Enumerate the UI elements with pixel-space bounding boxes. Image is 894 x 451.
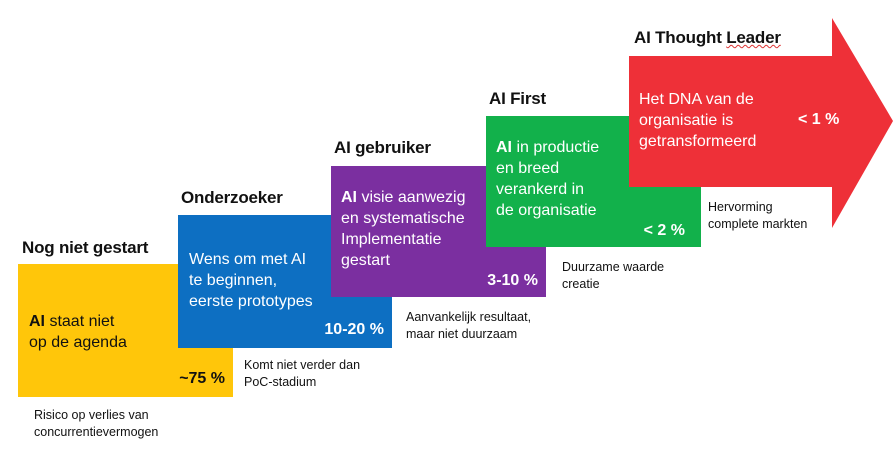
stage-2-text-line1: Wens om met AI bbox=[189, 251, 307, 268]
stage-3-note: Aanvankelijk resultaat, maar niet duurza… bbox=[406, 309, 586, 343]
stage-3-description: AI visie aanwezig en systematische Imple… bbox=[341, 187, 546, 271]
stage-5-arrow-shape bbox=[629, 18, 893, 228]
stage-5-title-part1: AI Thought bbox=[634, 28, 727, 47]
stage-2-note-line2: PoC-stadium bbox=[244, 375, 317, 389]
stage-4-note: Duurzame waarde creatie bbox=[562, 259, 702, 293]
stage-4-text-line3: verankerd in bbox=[496, 181, 585, 198]
stage-5-text-line3: getransformeerd bbox=[639, 133, 757, 150]
stage-5-note-line1: Hervorming bbox=[708, 200, 773, 214]
stage-4-title: AI First bbox=[489, 89, 546, 108]
stage-4-percentage: < 2 % bbox=[643, 222, 685, 239]
stage-5-text-line1: Het DNA van de bbox=[639, 91, 754, 108]
stage-2-title: Onderzoeker bbox=[181, 188, 283, 207]
stage-3-ai-lead: AI bbox=[341, 189, 357, 206]
stage-2-percentage: 10-20 % bbox=[324, 321, 384, 338]
stage-4-text-line1: in productie bbox=[512, 139, 600, 156]
stage-3-percentage: 3-10 % bbox=[487, 272, 538, 289]
stage-4-description: AI in productie en breed verankerd in de… bbox=[496, 137, 701, 221]
stage-1-note: Risico op verlies van concurrentievermog… bbox=[34, 407, 234, 441]
stage-1-percentage: ~75 % bbox=[179, 370, 225, 387]
stage-5-note-line2: complete markten bbox=[708, 217, 808, 231]
stage-1-ai-lead: AI bbox=[29, 313, 45, 330]
stage-2-text-line2: te beginnen, bbox=[189, 272, 278, 289]
stage-2-note: Komt niet verder dan PoC-stadium bbox=[244, 357, 404, 391]
stage-3-note-line2: maar niet duurzaam bbox=[406, 327, 518, 341]
stage-2-text-line3: eerste prototypes bbox=[189, 293, 313, 310]
stage-4-text-line2: en breed bbox=[496, 160, 560, 177]
stage-1-note-line1: Risico op verlies van bbox=[34, 408, 149, 422]
stage-2-description: Wens om met AI te beginnen, eerste proto… bbox=[189, 249, 389, 312]
stage-5-title-part2: Leader bbox=[726, 28, 781, 47]
stage-4-note-line1: Duurzame waarde bbox=[562, 260, 665, 274]
stage-2-note-line1: Komt niet verder dan bbox=[244, 358, 361, 372]
stage-5-description: Het DNA van de organisatie is getransfor… bbox=[639, 89, 809, 152]
stage-3-text-line2: en systematische bbox=[341, 210, 465, 227]
stage-4-note-line2: creatie bbox=[562, 277, 600, 291]
stage-5-text-line2: organisatie is bbox=[639, 112, 734, 129]
stage-4-ai-lead: AI bbox=[496, 139, 512, 156]
stage-1-description: AI staat niet op de agenda bbox=[29, 311, 229, 353]
stage-5-title: AI Thought Leader bbox=[634, 28, 781, 48]
stage-3-text-line4: gestart bbox=[341, 252, 390, 269]
stage-1-title: Nog niet gestart bbox=[22, 238, 149, 257]
stage-3-title: AI gebruiker bbox=[334, 138, 431, 157]
stage-3-text-line1: visie aanwezig bbox=[357, 189, 466, 206]
stage-1-note-line2: concurrentievermogen bbox=[34, 425, 159, 439]
stage-5-note: Hervorming complete markten bbox=[708, 199, 848, 233]
stage-1-text-line2: op de agenda bbox=[29, 334, 127, 351]
stage-1-text-line1: staat niet bbox=[45, 313, 115, 330]
stage-5-percentage: < 1 % bbox=[798, 111, 840, 128]
stage-4-text-line4: de organisatie bbox=[496, 202, 597, 219]
stage-3-note-line1: Aanvankelijk resultaat, bbox=[406, 310, 532, 324]
stage-5-box: Het DNA van de organisatie is getransfor… bbox=[629, 56, 839, 187]
stage-3-text-line3: Implementatie bbox=[341, 231, 442, 248]
